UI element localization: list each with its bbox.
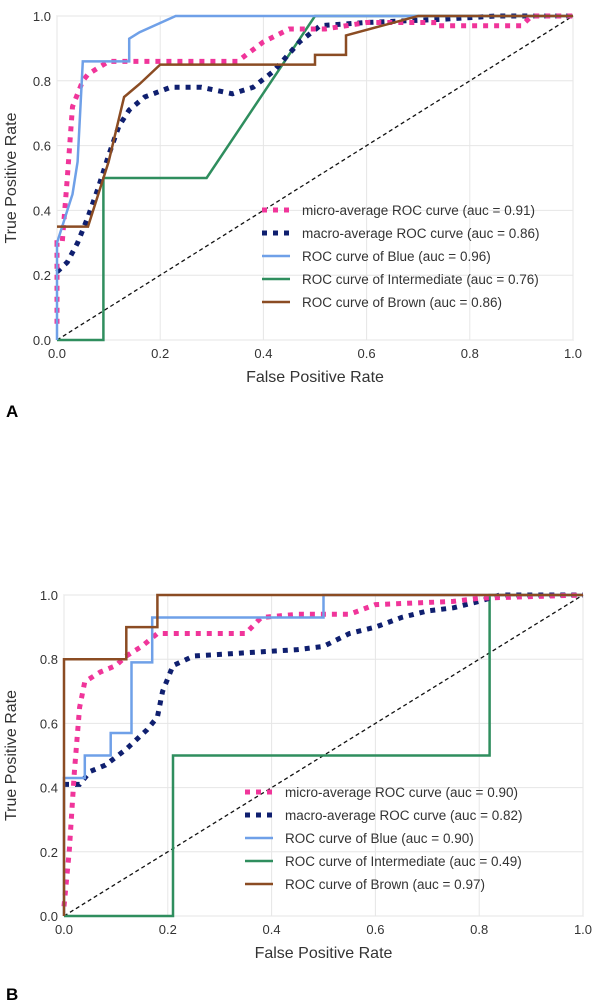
x-tick-label: 0.6 — [366, 922, 384, 937]
chance-diagonal-line — [56, 15, 574, 341]
x-tick-label: 1.0 — [574, 922, 592, 937]
roc-series-line — [57, 14, 573, 228]
y-tick-label: 0.8 — [33, 74, 51, 89]
legend-entry: macro-average ROC curve (auc = 0.86) — [302, 226, 539, 241]
legend-entry: ROC curve of Brown (auc = 0.97) — [285, 877, 485, 892]
legend-entry: micro-average ROC curve (auc = 0.91) — [302, 203, 535, 218]
x-tick-label: 0.4 — [254, 346, 272, 361]
legend-entry: ROC curve of Intermediate (auc = 0.49) — [285, 854, 522, 869]
panel-a-roc-chart: 0.0 0.2 0.4 0.6 0.8 1.0 0.0 0.2 0.4 0.6 0.8 1.0 Fals… — [3, 9, 582, 386]
x-tick-label: 0.6 — [358, 346, 376, 361]
legend-entry: ROC curve of Brown (auc = 0.86) — [302, 295, 502, 310]
x-axis-label: False Positive Rate — [246, 369, 384, 386]
roc-series-line — [62, 593, 583, 916]
roc-series-line — [54, 13, 573, 324]
panel-a-label: A — [6, 402, 19, 421]
y-tick-label: 1.0 — [40, 588, 58, 603]
roc-series-line — [55, 14, 573, 340]
chance-diagonal-line — [63, 594, 584, 917]
x-axis-label: False Positive Rate — [255, 945, 393, 962]
legend-entry: ROC curve of Blue (auc = 0.96) — [302, 249, 491, 264]
legend-entry: ROC curve of Intermediate (auc = 0.76) — [302, 272, 539, 287]
y-tick-label: 0.4 — [33, 203, 51, 218]
x-tick-label: 1.0 — [564, 346, 582, 361]
y-tick-label: 1.0 — [33, 9, 51, 24]
y-tick-label: 0.0 — [33, 333, 51, 348]
roc-series-line — [64, 592, 583, 787]
y-axis-label: True Positive Rate — [3, 690, 20, 821]
x-tick-label: 0.0 — [55, 922, 73, 937]
y-tick-label: 0.2 — [33, 268, 51, 283]
y-tick-label: 0.4 — [40, 781, 58, 796]
legend-entry: macro-average ROC curve (auc = 0.82) — [285, 808, 522, 823]
y-tick-label: 0.8 — [40, 652, 58, 667]
legend-entry: ROC curve of Blue (auc = 0.90) — [285, 831, 474, 846]
x-tick-label: 0.4 — [263, 922, 281, 937]
roc-series-line — [62, 593, 583, 916]
y-tick-label: 0.6 — [33, 139, 51, 154]
x-tick-label: 0.0 — [48, 346, 66, 361]
x-tick-label: 0.8 — [470, 922, 488, 937]
x-tick-label: 0.2 — [159, 922, 177, 937]
legend-entry: micro-average ROC curve (auc = 0.90) — [285, 785, 518, 800]
y-tick-label: 0.0 — [40, 909, 58, 924]
y-axis-label: True Positive Rate — [3, 112, 20, 243]
panel-b-roc-chart: 0.0 0.2 0.4 0.6 0.8 1.0 0.0 0.2 0.4 0.6 0.8 1.0 Fals… — [3, 588, 592, 962]
x-tick-label: 0.8 — [461, 346, 479, 361]
y-tick-label: 0.2 — [40, 845, 58, 860]
y-tick-label: 0.6 — [40, 716, 58, 731]
x-tick-label: 0.2 — [151, 346, 169, 361]
panel-b-label: B — [6, 985, 19, 1004]
roc-series-line — [61, 592, 584, 907]
